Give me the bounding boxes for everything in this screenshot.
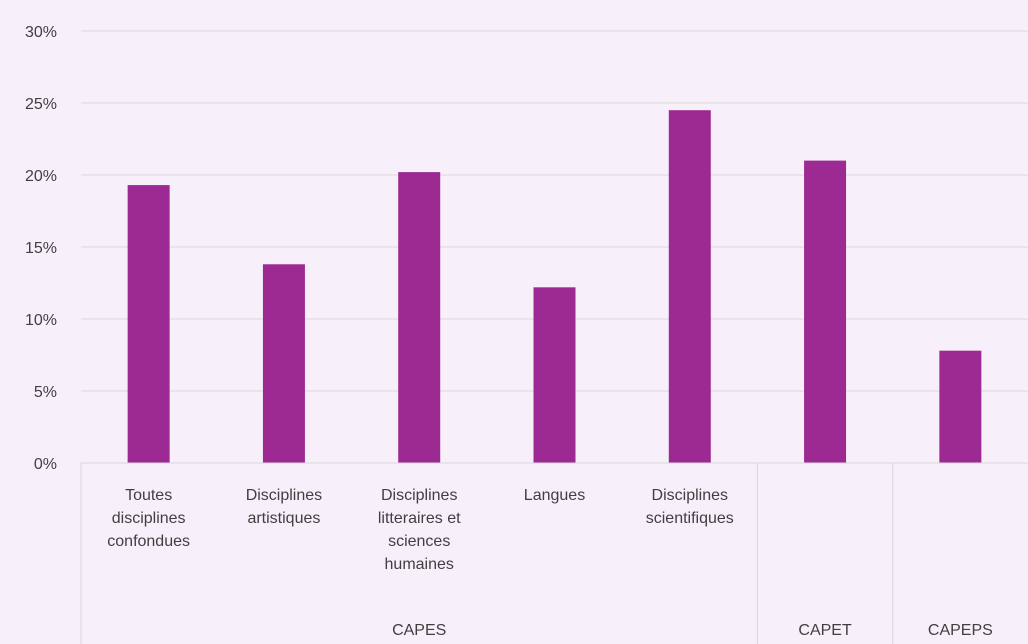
bar xyxy=(939,350,982,463)
x-tick-label: Disciplines xyxy=(246,487,322,504)
bar xyxy=(127,185,170,463)
x-tick-label: confondues xyxy=(107,533,190,550)
y-tick-label: 30% xyxy=(25,24,57,41)
y-axis-tick-labels: 0% 5% 10% 15% 20% 25% 30% xyxy=(25,24,57,473)
group-label: CAPET xyxy=(798,622,852,639)
x-tick-label: Disciplines xyxy=(652,487,728,504)
x-tick-label: Toutes xyxy=(125,487,172,504)
gridlines xyxy=(81,30,1028,392)
x-tick-label: scientifiques xyxy=(646,510,734,527)
x-tick-label: Langues xyxy=(524,487,585,504)
x-tick-label: sciences xyxy=(388,533,450,550)
bars xyxy=(127,110,982,463)
bar xyxy=(398,172,441,463)
bar xyxy=(804,160,847,463)
group-label: CAPES xyxy=(392,622,446,639)
bar xyxy=(533,287,576,463)
y-tick-label: 20% xyxy=(25,168,57,185)
x-tick-label: disciplines xyxy=(112,510,186,527)
bar xyxy=(262,264,305,463)
bar xyxy=(668,110,711,463)
y-tick-label: 15% xyxy=(25,240,57,257)
x-tick-label: Disciplines xyxy=(381,487,457,504)
group-label: CAPEPS xyxy=(928,622,993,639)
y-tick-label: 5% xyxy=(34,384,57,401)
x-tick-label: humaines xyxy=(385,556,454,573)
x-tick-label: artistiques xyxy=(247,510,320,527)
y-tick-label: 25% xyxy=(25,96,57,113)
y-tick-label: 10% xyxy=(25,312,57,329)
y-tick-label: 0% xyxy=(34,456,57,473)
x-tick-label: litteraires et xyxy=(378,510,461,527)
x-axis: Toutes disciplines confondues Disciplines ar… xyxy=(80,462,1028,644)
